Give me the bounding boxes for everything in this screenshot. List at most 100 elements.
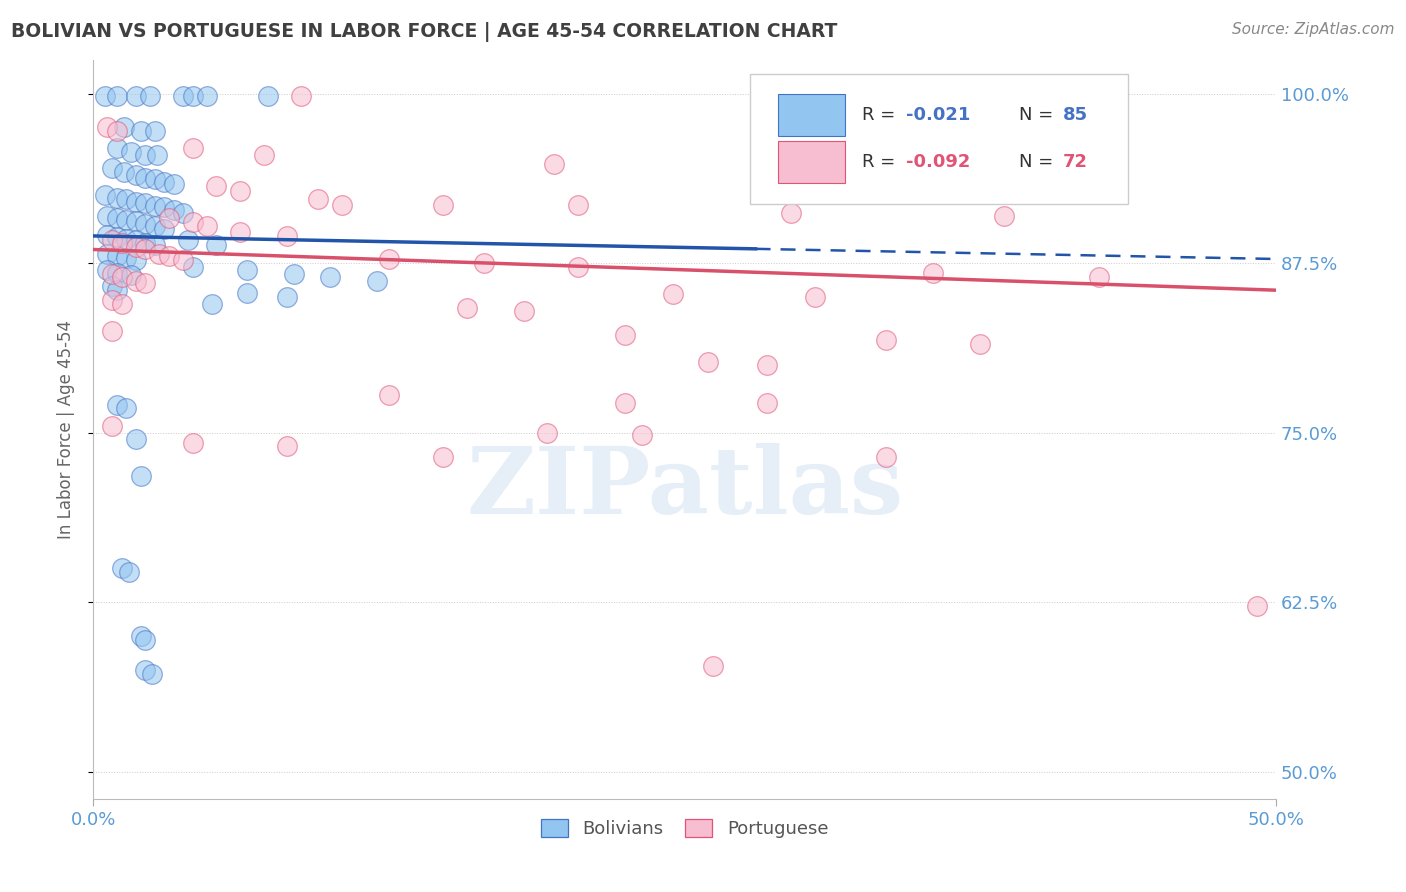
Point	[143, 172, 166, 186]
Point	[143, 219, 166, 234]
Point	[702, 659, 724, 673]
Point	[143, 124, 166, 138]
Point	[543, 157, 565, 171]
Text: -0.092: -0.092	[905, 153, 970, 170]
Point	[756, 358, 779, 372]
Point	[456, 301, 478, 315]
Point	[105, 283, 128, 297]
Point	[125, 89, 148, 103]
Point	[163, 178, 186, 192]
Point	[780, 206, 803, 220]
Point	[432, 198, 454, 212]
Point	[756, 161, 779, 175]
Point	[101, 267, 124, 281]
Text: 72: 72	[1063, 153, 1088, 170]
Point	[112, 165, 135, 179]
Point	[366, 274, 388, 288]
Y-axis label: In Labor Force | Age 45-54: In Labor Force | Age 45-54	[58, 319, 75, 539]
Point	[105, 191, 128, 205]
Point	[139, 89, 162, 103]
Point	[115, 401, 138, 416]
Point	[922, 266, 945, 280]
Point	[105, 89, 128, 103]
Point	[105, 230, 128, 244]
Point	[141, 667, 163, 681]
Point	[181, 141, 204, 155]
Point	[195, 219, 218, 234]
Point	[134, 243, 156, 257]
Point	[229, 225, 252, 239]
Point	[111, 297, 134, 311]
Point	[172, 89, 194, 103]
Point	[378, 252, 401, 266]
Point	[177, 233, 200, 247]
Point	[205, 178, 228, 193]
Point	[319, 269, 342, 284]
Point	[101, 324, 124, 338]
Point	[129, 124, 152, 138]
Text: BOLIVIAN VS PORTUGUESE IN LABOR FORCE | AGE 45-54 CORRELATION CHART: BOLIVIAN VS PORTUGUESE IN LABOR FORCE | …	[11, 22, 838, 42]
Point	[125, 433, 148, 447]
Point	[96, 120, 118, 135]
Point	[96, 209, 118, 223]
Text: N =: N =	[1019, 153, 1059, 170]
Point	[105, 141, 128, 155]
Point	[96, 227, 118, 242]
Point	[181, 436, 204, 450]
Point	[432, 450, 454, 464]
Point	[94, 89, 117, 103]
Point	[472, 256, 495, 270]
Point	[200, 297, 222, 311]
FancyBboxPatch shape	[778, 94, 845, 136]
Text: Source: ZipAtlas.com: Source: ZipAtlas.com	[1232, 22, 1395, 37]
Point	[101, 233, 124, 247]
Point	[96, 263, 118, 277]
Point	[172, 206, 194, 220]
Point	[276, 290, 298, 304]
Point	[163, 203, 186, 218]
Point	[157, 249, 180, 263]
Point	[307, 192, 329, 206]
Point	[236, 285, 259, 300]
Point	[205, 238, 228, 252]
Point	[252, 147, 274, 161]
Point	[969, 337, 991, 351]
Point	[125, 274, 148, 288]
Point	[134, 277, 156, 291]
Point	[148, 246, 170, 260]
Point	[1087, 269, 1109, 284]
Point	[115, 192, 138, 206]
Point	[146, 147, 169, 161]
Point	[125, 214, 148, 228]
Point	[125, 253, 148, 268]
Point	[513, 303, 536, 318]
Text: ZIPatlas: ZIPatlas	[465, 443, 903, 533]
Point	[257, 89, 280, 103]
Point	[120, 268, 142, 283]
Point	[614, 396, 637, 410]
Point	[756, 396, 779, 410]
Point	[101, 161, 124, 175]
Point	[112, 120, 135, 135]
Point	[229, 184, 252, 198]
Point	[105, 211, 128, 226]
Text: R =: R =	[862, 153, 901, 170]
Point	[101, 418, 124, 433]
Point	[120, 145, 142, 159]
Point	[195, 89, 218, 103]
Point	[105, 124, 128, 138]
Point	[115, 251, 138, 265]
Point	[875, 334, 897, 348]
Point	[631, 428, 654, 442]
Point	[378, 387, 401, 401]
Point	[125, 233, 148, 247]
Point	[101, 293, 124, 307]
Point	[697, 355, 720, 369]
Point	[236, 263, 259, 277]
Point	[134, 633, 156, 648]
Point	[134, 663, 156, 677]
Point	[105, 399, 128, 413]
Point	[172, 253, 194, 268]
Point	[567, 198, 589, 212]
Point	[94, 188, 117, 202]
